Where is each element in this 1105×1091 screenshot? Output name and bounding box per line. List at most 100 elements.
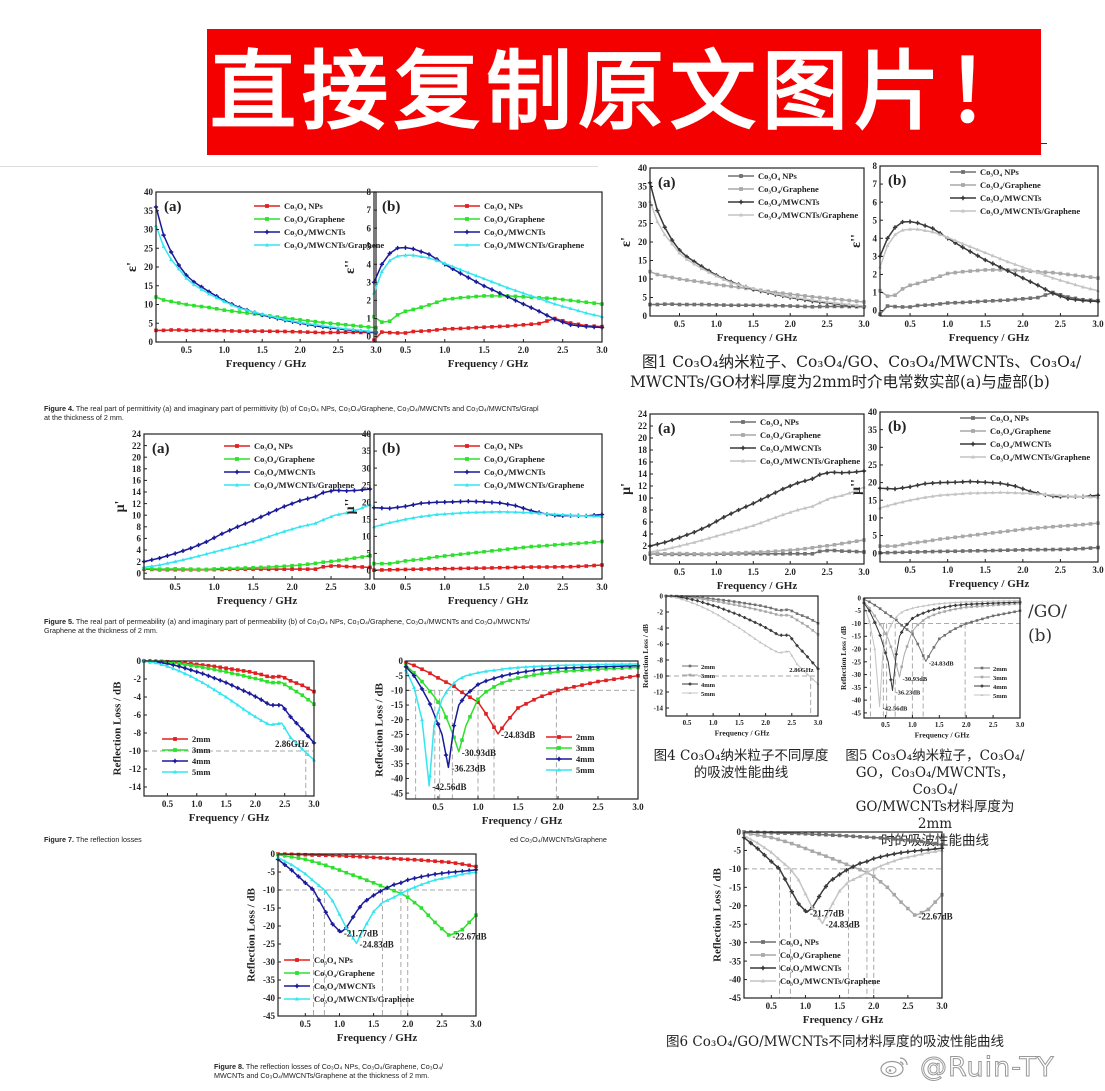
svg-text:0: 0 bbox=[737, 827, 742, 837]
svg-text:2: 2 bbox=[643, 541, 648, 551]
svg-text:1.0: 1.0 bbox=[219, 345, 231, 355]
svg-text:2.0: 2.0 bbox=[1017, 565, 1029, 575]
svg-text:-10: -10 bbox=[729, 864, 741, 874]
svg-text:-42.56dB: -42.56dB bbox=[432, 782, 466, 792]
svg-text:Frequency / GHz: Frequency / GHz bbox=[915, 731, 971, 740]
svg-text:-10: -10 bbox=[391, 686, 403, 696]
svg-text:2.0: 2.0 bbox=[518, 345, 530, 355]
svg-text:1.0: 1.0 bbox=[209, 582, 221, 592]
svg-text:2.0: 2.0 bbox=[518, 582, 530, 592]
svg-text:2.5: 2.5 bbox=[787, 719, 796, 727]
svg-text:Co₃O₄ NPs: Co₃O₄ NPs bbox=[314, 955, 354, 965]
svg-text:Co₃O₄/MWCNTs/Graphene: Co₃O₄/MWCNTs/Graphene bbox=[484, 480, 584, 490]
svg-text:Co₃O₄/MWCNTs: Co₃O₄/MWCNTs bbox=[980, 193, 1042, 203]
svg-text:35: 35 bbox=[362, 446, 372, 456]
svg-text:3.0: 3.0 bbox=[936, 1001, 948, 1011]
svg-text:2: 2 bbox=[873, 270, 878, 280]
svg-text:Co₃O₄/MWCNTs/Graphene: Co₃O₄/MWCNTs/Graphene bbox=[254, 480, 354, 490]
svg-text:Co₃O₄ NPs: Co₃O₄ NPs bbox=[254, 441, 294, 451]
svg-text:-20: -20 bbox=[263, 921, 275, 931]
svg-text:0: 0 bbox=[643, 311, 648, 321]
svg-text:Co₃O₄ NPs: Co₃O₄ NPs bbox=[284, 201, 324, 211]
svg-text:-30: -30 bbox=[263, 957, 275, 967]
svg-text:7: 7 bbox=[367, 205, 372, 215]
svg-text:5: 5 bbox=[643, 293, 648, 303]
svg-text:-10: -10 bbox=[129, 746, 141, 756]
svg-text:4mm: 4mm bbox=[993, 684, 1008, 691]
svg-text:Co₃O₄/Graphene: Co₃O₄/Graphene bbox=[254, 454, 315, 464]
svg-text:3: 3 bbox=[873, 252, 878, 262]
svg-text:Frequency / GHz: Frequency / GHz bbox=[717, 580, 798, 592]
svg-text:3: 3 bbox=[367, 278, 372, 288]
svg-text:-5: -5 bbox=[396, 671, 404, 681]
svg-text:μ'': μ'' bbox=[343, 499, 358, 515]
svg-text:8: 8 bbox=[367, 187, 372, 197]
svg-text:-6: -6 bbox=[657, 640, 663, 648]
svg-text:Frequency / GHz: Frequency / GHz bbox=[717, 332, 798, 344]
svg-text:Reflection Loss / dB: Reflection Loss / dB bbox=[839, 626, 848, 690]
svg-text:2.5: 2.5 bbox=[279, 799, 291, 809]
svg-text:40: 40 bbox=[144, 187, 154, 197]
svg-text:22: 22 bbox=[638, 421, 648, 431]
svg-text:0: 0 bbox=[271, 849, 276, 859]
svg-text:-24.83dB: -24.83dB bbox=[501, 730, 535, 740]
svg-text:35: 35 bbox=[144, 206, 154, 216]
svg-text:-24.83dB: -24.83dB bbox=[929, 660, 954, 667]
svg-text:0: 0 bbox=[367, 566, 372, 576]
svg-text:Frequency / GHz: Frequency / GHz bbox=[448, 595, 529, 607]
svg-text:2.5: 2.5 bbox=[821, 567, 833, 577]
figure-4-caption: Figure 4. The real part of permittivity … bbox=[44, 404, 539, 422]
svg-text:22: 22 bbox=[132, 441, 142, 451]
svg-text:-30: -30 bbox=[852, 671, 862, 679]
svg-text:Frequency / GHz: Frequency / GHz bbox=[189, 812, 270, 824]
svg-text:Co₃O₄ NPs: Co₃O₄ NPs bbox=[758, 171, 798, 181]
svg-text:3.0: 3.0 bbox=[814, 719, 823, 727]
svg-text:Co₃O₄/MWCNTs: Co₃O₄/MWCNTs bbox=[758, 197, 820, 207]
svg-text:(b): (b) bbox=[888, 173, 906, 189]
svg-text:Co₃O₄ NPs: Co₃O₄ NPs bbox=[780, 937, 820, 947]
chart-permittivity-imag-original: 0.5 1.0 1.5 2.0 2.5 3.0 0 1 2 3 4 5 6 7 8 Frequency / G… bbox=[334, 180, 614, 374]
svg-text:16: 16 bbox=[638, 457, 648, 467]
figure-7-caption-tail: ed Co₃O₄/MWCNTs/Graphene bbox=[510, 835, 607, 844]
svg-text:Co₃O₄/MWCNTs/Graphene: Co₃O₄/MWCNTs/Graphene bbox=[990, 452, 1090, 462]
svg-text:0.5: 0.5 bbox=[400, 582, 412, 592]
svg-text:1.0: 1.0 bbox=[711, 319, 723, 329]
svg-text:20: 20 bbox=[132, 452, 142, 462]
svg-text:5mm: 5mm bbox=[993, 693, 1008, 700]
svg-text:5mm: 5mm bbox=[192, 767, 210, 777]
svg-text:5mm: 5mm bbox=[701, 691, 716, 698]
figure-6-caption-cn: 图6 Co₃O₄/GO/MWCNTs不同材料厚度的吸波性能曲线 bbox=[666, 1034, 1004, 1050]
svg-text:0.5: 0.5 bbox=[170, 582, 182, 592]
svg-text:10: 10 bbox=[132, 510, 142, 520]
svg-text:-45: -45 bbox=[391, 788, 403, 798]
svg-text:Co₃O₄/Graphene: Co₃O₄/Graphene bbox=[760, 430, 821, 440]
svg-text:Co₃O₄/Graphene: Co₃O₄/Graphene bbox=[980, 180, 1041, 190]
svg-text:-36.23dB: -36.23dB bbox=[896, 690, 921, 697]
svg-text:0: 0 bbox=[643, 553, 648, 563]
svg-text:2.86GHz: 2.86GHz bbox=[275, 739, 309, 749]
svg-text:3.0: 3.0 bbox=[858, 567, 870, 577]
svg-text:2.0: 2.0 bbox=[868, 1001, 880, 1011]
svg-text:3.0: 3.0 bbox=[1092, 319, 1104, 329]
svg-text:Co₃O₄/MWCNTs/Graphene: Co₃O₄/MWCNTs/Graphene bbox=[980, 206, 1080, 216]
svg-text:4: 4 bbox=[643, 529, 648, 539]
svg-text:40: 40 bbox=[868, 407, 878, 417]
svg-text:Co₃O₄ NPs: Co₃O₄ NPs bbox=[484, 441, 524, 451]
svg-text:-14: -14 bbox=[654, 704, 664, 712]
svg-text:0.5: 0.5 bbox=[904, 319, 916, 329]
svg-text:0: 0 bbox=[137, 568, 142, 578]
svg-text:0.5: 0.5 bbox=[766, 1001, 778, 1011]
svg-text:(b): (b) bbox=[382, 441, 400, 457]
chart-permeability-imag-original: 0.5 1.0 1.5 2.0 2.5 3.0 0 5 10 15 20 25 30 35 40 Freque… bbox=[334, 424, 614, 611]
svg-text:4mm: 4mm bbox=[701, 682, 716, 689]
svg-text:35: 35 bbox=[868, 425, 878, 435]
svg-text:Frequency / GHz: Frequency / GHz bbox=[949, 332, 1030, 344]
svg-text:3mm: 3mm bbox=[993, 675, 1008, 682]
svg-text:1.5: 1.5 bbox=[748, 319, 760, 329]
svg-text:Co₃O₄/MWCNTs: Co₃O₄/MWCNTs bbox=[284, 227, 346, 237]
svg-text:μ': μ' bbox=[619, 483, 634, 495]
svg-text:-30: -30 bbox=[391, 744, 403, 754]
svg-text:3mm: 3mm bbox=[576, 743, 594, 753]
svg-text:0: 0 bbox=[873, 306, 878, 316]
svg-text:3.0: 3.0 bbox=[858, 319, 870, 329]
